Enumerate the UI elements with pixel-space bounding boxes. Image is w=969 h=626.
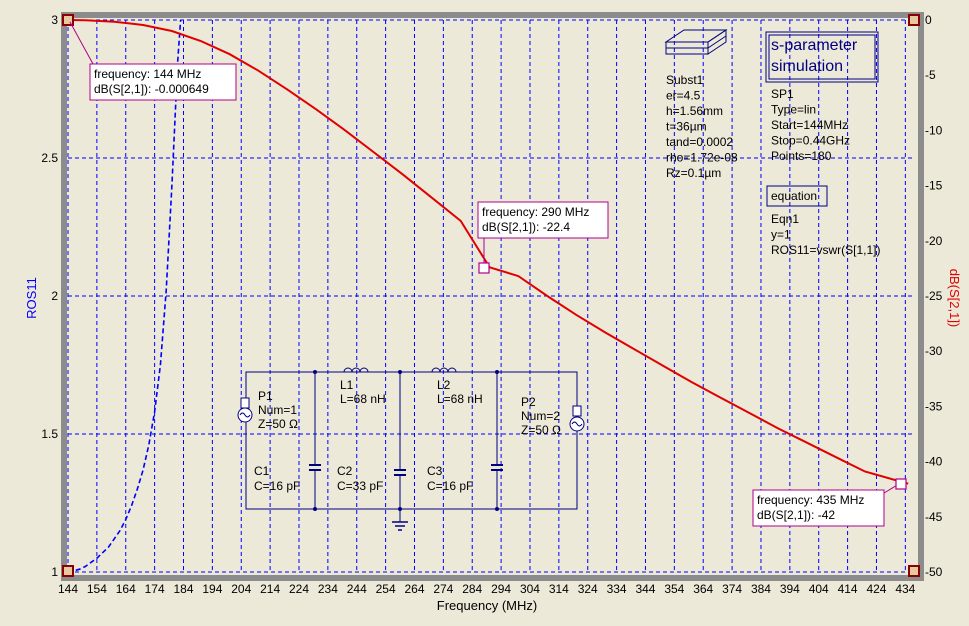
right-tick-label: -15 (925, 179, 943, 193)
right-tick-label: 0 (925, 13, 932, 27)
x-tick-label: 234 (318, 582, 338, 596)
x-tick-label: 434 (895, 582, 915, 596)
series-layer (67, 19, 909, 573)
marker-144[interactable]: frequency: 144 MHz dB(S[2,1]): -0.000649 (69, 21, 237, 101)
marker-435-point[interactable] (895, 478, 907, 490)
x-tick-label: 424 (866, 582, 886, 596)
right-tick-label: -25 (925, 289, 943, 303)
corner-handle-top-right[interactable] (908, 14, 920, 26)
right-tick-label: -35 (925, 399, 943, 413)
simulation-params: SP1 Type=lin Start=144MHz Stop=0.44GHz P… (771, 87, 853, 163)
corner-handle-top-left[interactable] (62, 14, 74, 26)
left-axis-label: ROS11 (24, 277, 39, 319)
x-tick-label: 354 (664, 582, 684, 596)
junction-dots (313, 370, 499, 511)
capacitor-c1-symbol[interactable] (309, 372, 321, 509)
x-tick-label: 274 (433, 582, 453, 596)
left-tick-label: 1 (51, 565, 58, 579)
port-p1-label: P1 Num=1 Z=50 Ω (258, 389, 298, 431)
x-tick-label: 314 (549, 582, 569, 596)
frame-corner-handles[interactable] (62, 14, 920, 577)
x-tick-labels: 144 154 164 174 184 194 204 214 224 234 244 254 264 2… (58, 582, 916, 596)
x-tick-label: 374 (722, 582, 742, 596)
capacitor-c3-label: C3 C=16 pF (427, 464, 473, 493)
right-tick-label: -5 (925, 68, 936, 82)
left-tick-label: 2 (51, 289, 58, 303)
svg-text:frequency: 435 MHz dB(S[: frequency: 435 MHz dB(S[2,1]): -42 (757, 493, 868, 522)
x-tick-label: 364 (693, 582, 713, 596)
marker-435[interactable]: frequency: 435 MHz dB(S[2,1]): -42 (752, 478, 907, 527)
equation-lines: Eqn1 y=1 ROS11=vswr(S[1,1]) (771, 212, 880, 257)
db-s21-series-line[interactable] (67, 19, 909, 485)
right-tick-label: -20 (925, 234, 943, 248)
x-tick-label: 304 (520, 582, 540, 596)
simulation-title-box (765, 31, 879, 83)
plot-frame (61, 12, 924, 581)
x-tick-label: 164 (116, 582, 136, 596)
x-tick-label: 174 (145, 582, 165, 596)
capacitor-c3-symbol[interactable] (491, 372, 503, 509)
x-tick-label: 384 (751, 582, 771, 596)
x-tick-label: 224 (289, 582, 309, 596)
corner-handle-bottom-right[interactable] (908, 565, 920, 577)
corner-handle-bottom-left[interactable] (62, 565, 74, 577)
port-p2-symbol[interactable] (569, 405, 585, 432)
x-tick-label: 204 (231, 582, 251, 596)
x-tick-label: 294 (491, 582, 511, 596)
circuit-schematic[interactable] (237, 367, 585, 531)
substrate-component[interactable]: Subst1 er=4.5 h=1.56mm t=36µm tand=0.000… (664, 29, 741, 180)
right-tick-label: -50 (925, 565, 943, 579)
port-p1-symbol[interactable] (237, 397, 253, 423)
equation-component[interactable]: equation Eqn1 y=1 ROS11=vswr(S[1,1]) (766, 185, 880, 257)
x-tick-label: 154 (87, 582, 107, 596)
substrate-icon (664, 29, 728, 55)
x-tick-label: 184 (173, 582, 193, 596)
right-tick-label: -10 (925, 123, 943, 137)
x-tick-label: 194 (202, 582, 222, 596)
x-tick-label: 284 (462, 582, 482, 596)
ros11-series-line[interactable] (67, 19, 182, 573)
inductor-l1-label: L1 L=68 nH (340, 378, 386, 406)
inductor-l1-symbol[interactable] (343, 367, 369, 373)
svg-text:frequency: 290 MHz dB(S[: frequency: 290 MHz dB(S[2,1]): -22.4 (482, 205, 593, 234)
x-axis-label: Frequency (MHz) (437, 598, 537, 613)
inductor-l2-label: L2 L=68 nH (437, 378, 483, 406)
sparam-simulation-component[interactable]: s-parameter simulation SP1 Type=lin Star… (765, 31, 879, 163)
x-tick-label: 344 (635, 582, 655, 596)
right-tick-labels: 0 -5 -10 -15 -20 -25 -30 -35 -40 -45 -50 (925, 13, 943, 579)
inductor-l2-symbol[interactable] (431, 367, 457, 373)
left-tick-label: 2.5 (41, 151, 58, 165)
x-tick-label: 414 (838, 582, 858, 596)
simulation-title: s-parameter simulation (771, 37, 862, 75)
port-p2-label: P2 Num=2 Z=50 Ω (521, 395, 561, 437)
right-tick-label: -30 (925, 344, 943, 358)
x-tick-label: 254 (376, 582, 396, 596)
x-tick-label: 264 (404, 582, 424, 596)
substrate-params: Subst1 er=4.5 h=1.56mm t=36µm tand=0.000… (666, 73, 741, 180)
right-axis-label: dB(S[2,1]) (947, 269, 962, 328)
grid (67, 19, 914, 573)
x-tick-label: 244 (347, 582, 367, 596)
left-tick-labels: 3 2.5 2 1.5 1 (41, 13, 58, 579)
x-tick-label: 404 (809, 582, 829, 596)
marker-290[interactable]: frequency: 290 MHz dB(S[2,1]): -22.4 (477, 201, 609, 274)
left-tick-label: 1.5 (41, 427, 58, 441)
equation-title: equation (771, 189, 817, 203)
svg-text:frequency: 144 MHz dB(S[: frequency: 144 MHz dB(S[2,1]): -0.000649 (94, 67, 209, 96)
capacitor-c2-symbol[interactable] (394, 372, 406, 522)
right-tick-label: -40 (925, 455, 943, 469)
left-tick-label: 3 (51, 13, 58, 27)
x-tick-label: 144 (58, 582, 78, 596)
capacitor-c1-label: C1 C=16 pF (254, 464, 300, 493)
capacitor-c2-label: C2 C=33 pF (337, 464, 383, 493)
x-tick-label: 394 (780, 582, 800, 596)
x-tick-label: 214 (260, 582, 280, 596)
marker-290-point[interactable] (478, 262, 490, 274)
x-tick-label: 334 (607, 582, 627, 596)
x-tick-label: 324 (578, 582, 598, 596)
right-tick-label: -45 (925, 510, 943, 524)
ground-icon (392, 521, 408, 531)
